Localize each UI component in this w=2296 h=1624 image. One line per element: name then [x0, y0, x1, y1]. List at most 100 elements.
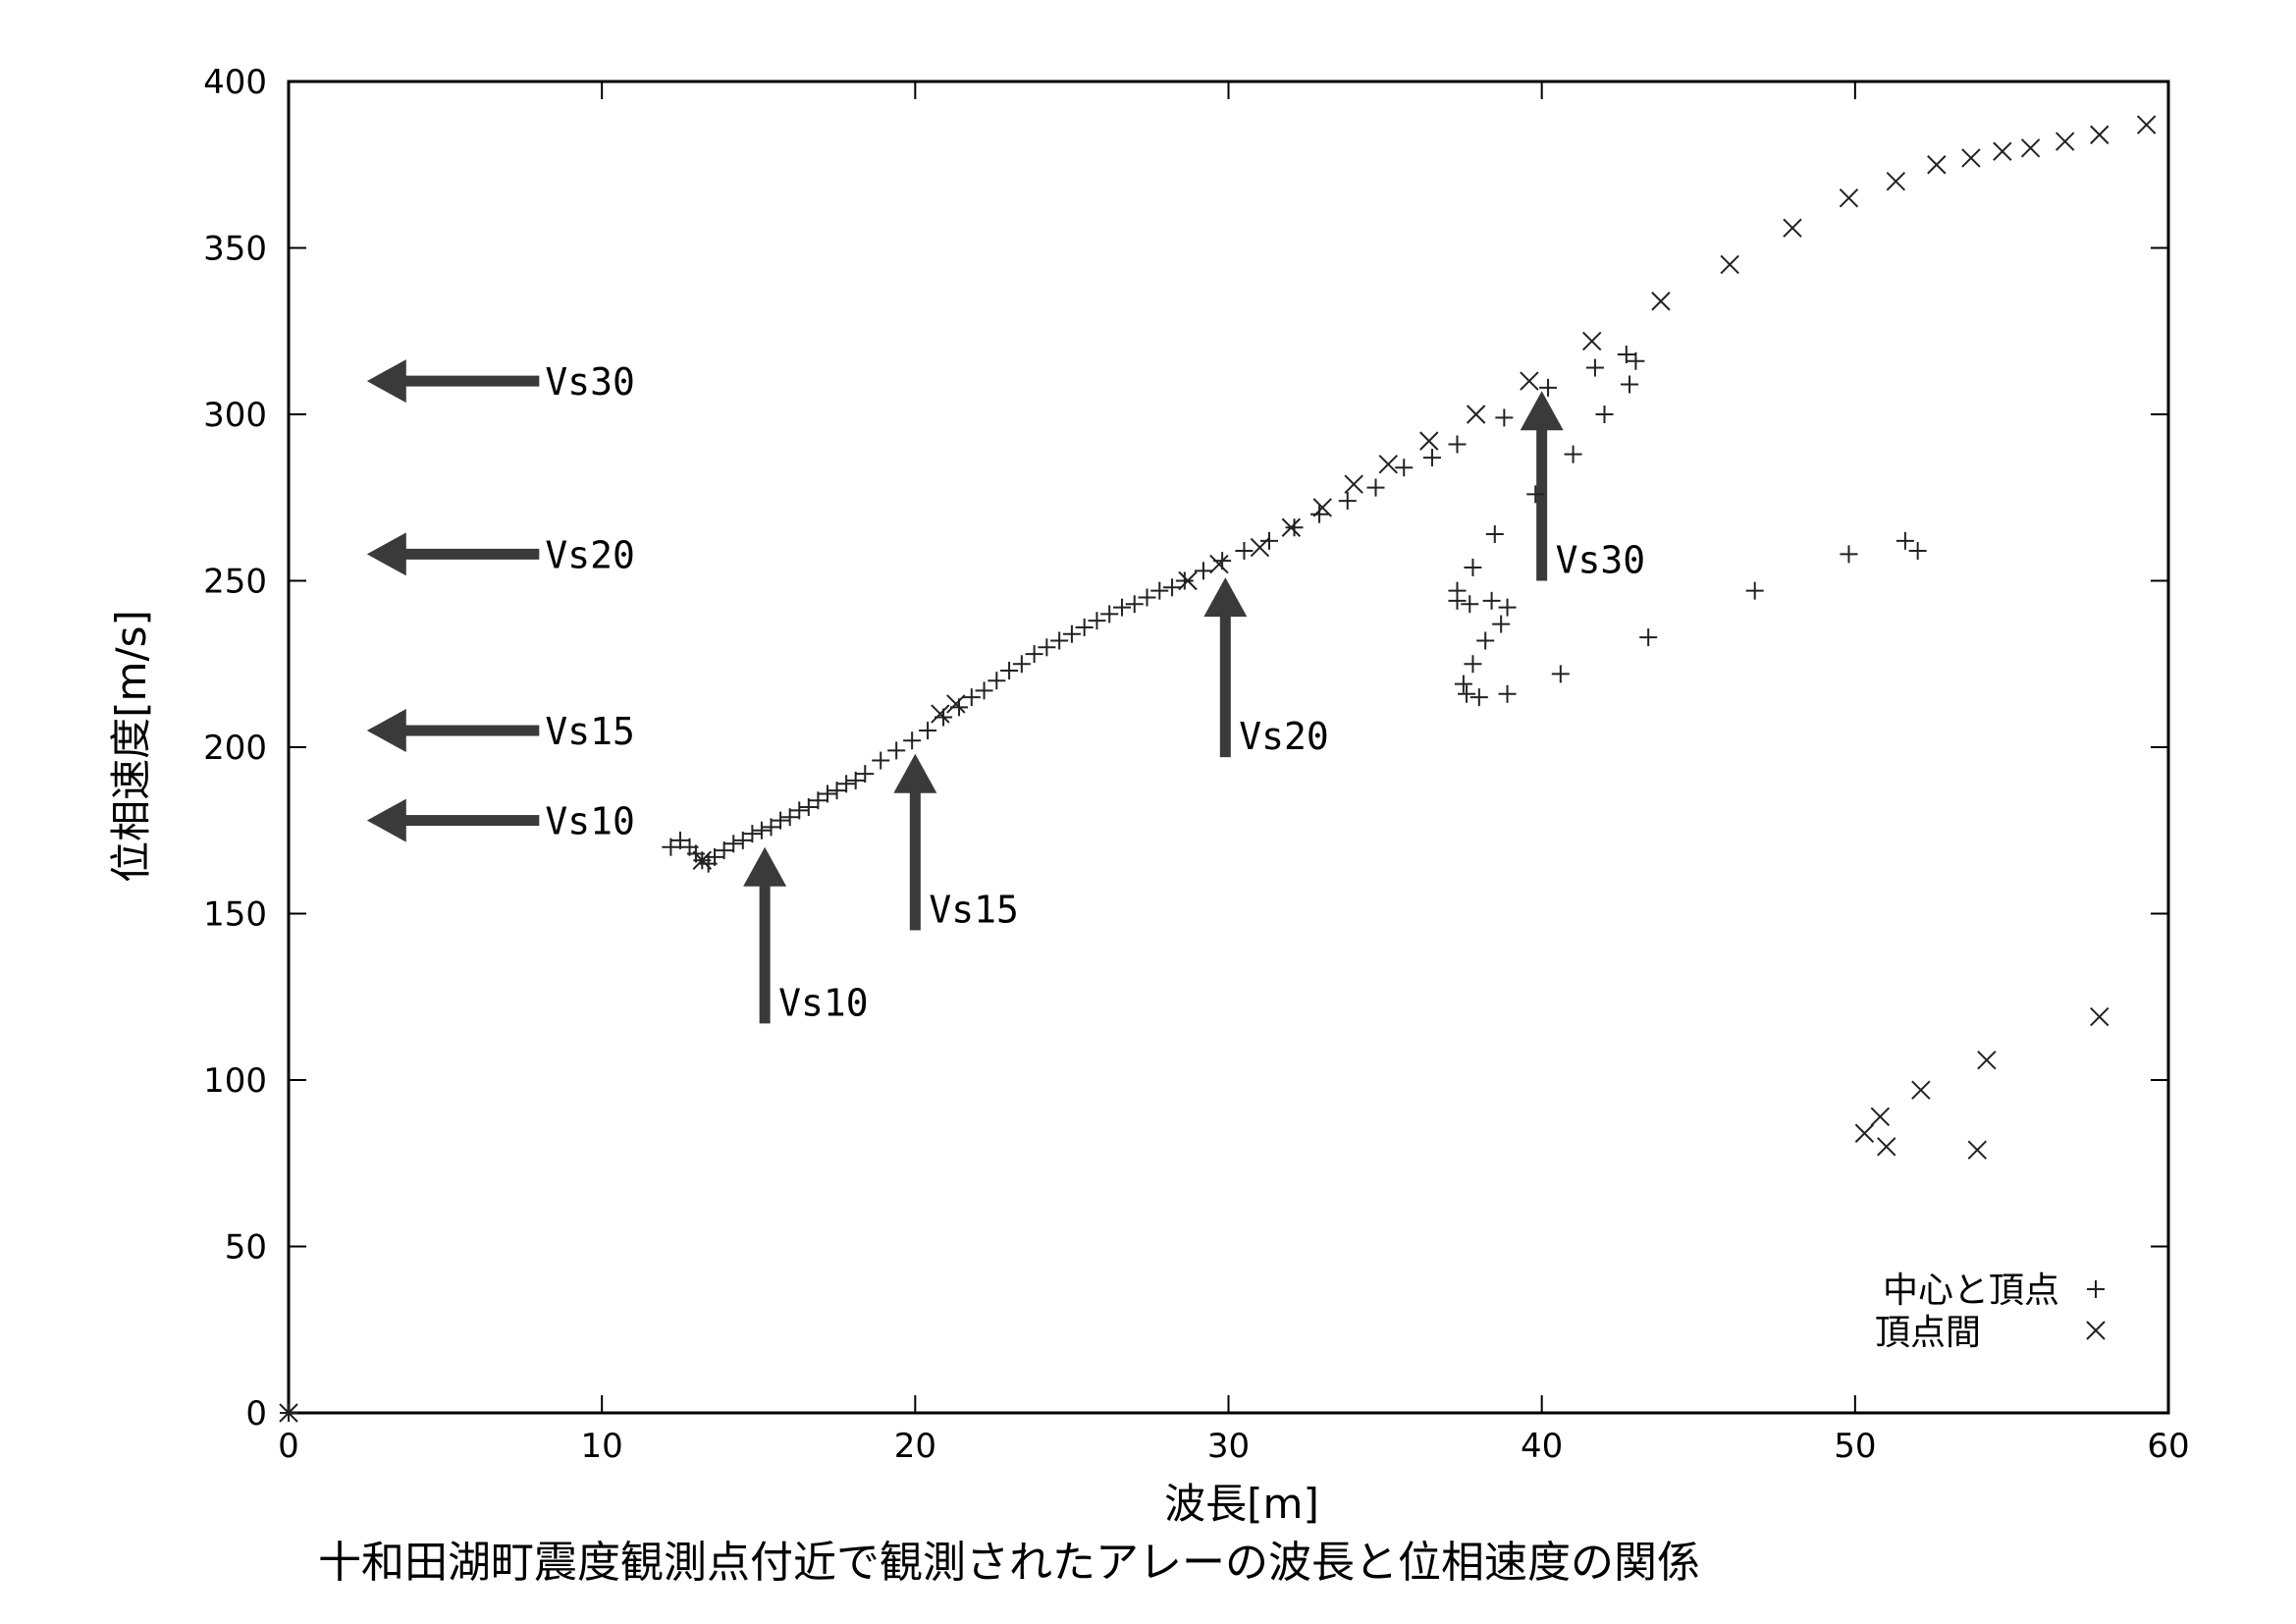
data-point — [772, 811, 790, 830]
arrow-head — [366, 532, 406, 576]
data-point — [1378, 455, 1398, 474]
data-point — [975, 681, 993, 700]
marker-stroke — [1870, 1107, 1891, 1126]
data-point — [1783, 218, 1802, 238]
marker-stroke — [1378, 455, 1398, 474]
data-point — [1617, 345, 1635, 363]
x-tick-label: 60 — [2147, 1427, 2189, 1466]
data-point — [662, 838, 680, 856]
data-point — [1125, 595, 1144, 614]
data-point — [692, 850, 713, 870]
data-point — [1012, 655, 1031, 674]
data-point — [1194, 562, 1212, 580]
data-point — [1209, 554, 1229, 574]
data-point — [1285, 518, 1304, 537]
data-point — [1235, 541, 1254, 560]
vs-arrow: Vs30 — [1520, 391, 1645, 582]
data-point — [1464, 655, 1482, 674]
marker-stroke — [1854, 1123, 1875, 1143]
arrow-head — [893, 753, 937, 793]
data-point — [1639, 628, 1658, 647]
arrow-label: Vs10 — [778, 981, 869, 1024]
data-point — [1310, 505, 1329, 523]
data-point — [1448, 435, 1467, 454]
marker-stroke — [1344, 474, 1363, 494]
marker-stroke — [1993, 141, 2012, 161]
data-point — [790, 801, 809, 820]
data-point — [1075, 618, 1094, 636]
data-point — [1138, 588, 1156, 607]
data-point — [809, 791, 828, 810]
arrow-label: Vs20 — [545, 533, 635, 576]
data-point — [856, 765, 875, 784]
data-point — [1854, 1123, 1875, 1143]
y-tick-label: 200 — [203, 729, 267, 768]
data-point — [1485, 525, 1504, 544]
y-tick-label: 300 — [203, 396, 267, 435]
marker-stroke — [1977, 1050, 1997, 1070]
y-tick-label: 400 — [203, 63, 267, 102]
data-point — [743, 825, 762, 843]
data-point — [2090, 1006, 2109, 1027]
y-tick-label: 50 — [225, 1228, 267, 1268]
data-point — [1495, 408, 1514, 427]
data-point — [2020, 138, 2041, 158]
data-point — [2136, 115, 2157, 135]
series-center-vertex — [280, 345, 1927, 1422]
marker-stroke — [2020, 138, 2041, 158]
vs-arrow: Vs20 — [366, 532, 635, 576]
arrow-label: Vs20 — [1239, 715, 1329, 758]
data-point — [1422, 449, 1441, 467]
data-point — [903, 731, 922, 750]
legend-markers — [2086, 1280, 2106, 1340]
data-point — [962, 688, 981, 707]
data-point — [1338, 492, 1357, 511]
data-point — [1461, 595, 1479, 614]
arrow-head — [1520, 391, 1564, 431]
data-point — [1458, 684, 1476, 703]
vs-arrow: Vs30 — [366, 359, 635, 404]
arrow-head — [1203, 577, 1248, 618]
marker-stroke — [1520, 371, 1539, 391]
data-point — [762, 818, 780, 837]
data-point — [752, 821, 771, 839]
x-tick-label: 20 — [894, 1427, 936, 1466]
marker-stroke — [1927, 155, 1947, 175]
data-point — [1745, 581, 1764, 600]
data-point — [1539, 378, 1558, 397]
vs-arrow: Vs10 — [366, 798, 635, 843]
marker-stroke — [1886, 171, 1906, 191]
marker-stroke — [1178, 570, 1198, 591]
data-point — [1651, 292, 1671, 311]
data-point — [1175, 571, 1194, 590]
marker-stroke — [1967, 1140, 1988, 1160]
arrow-shaft — [403, 815, 540, 827]
vs-arrows: Vs30 Vs20 Vs15 Vs10 Vs10 Vs15 Vs20 Vs30 — [366, 359, 1645, 1024]
figure-caption: 十和田湖町震度観測点付近で観測されたアレーの波長と位相速度の関係 — [318, 1538, 1700, 1588]
data-point — [919, 722, 937, 740]
x-tick-label: 50 — [1834, 1427, 1876, 1466]
data-point — [1627, 352, 1645, 370]
data-point — [1419, 431, 1439, 451]
data-point — [988, 672, 1006, 690]
data-point — [1050, 631, 1069, 650]
arrow-shaft — [403, 725, 540, 736]
data-point — [1564, 445, 1582, 463]
marker-stroke — [1466, 405, 1486, 424]
data-point — [1520, 371, 1539, 391]
axis-ticks — [288, 81, 2169, 1414]
data-point — [1344, 474, 1363, 494]
legend-marker-cross — [2086, 1321, 2106, 1340]
data-point — [1877, 1137, 1896, 1157]
data-point — [1595, 406, 1614, 423]
data-point — [818, 785, 836, 803]
marker-stroke — [1651, 292, 1671, 311]
marker-stroke — [2090, 1006, 2109, 1027]
data-point — [1464, 558, 1482, 576]
arrow-label: Vs10 — [545, 800, 635, 843]
arrow-shaft — [1219, 615, 1231, 758]
data-point — [799, 798, 818, 817]
data-point — [1281, 517, 1302, 537]
marker-stroke — [2136, 115, 2157, 135]
